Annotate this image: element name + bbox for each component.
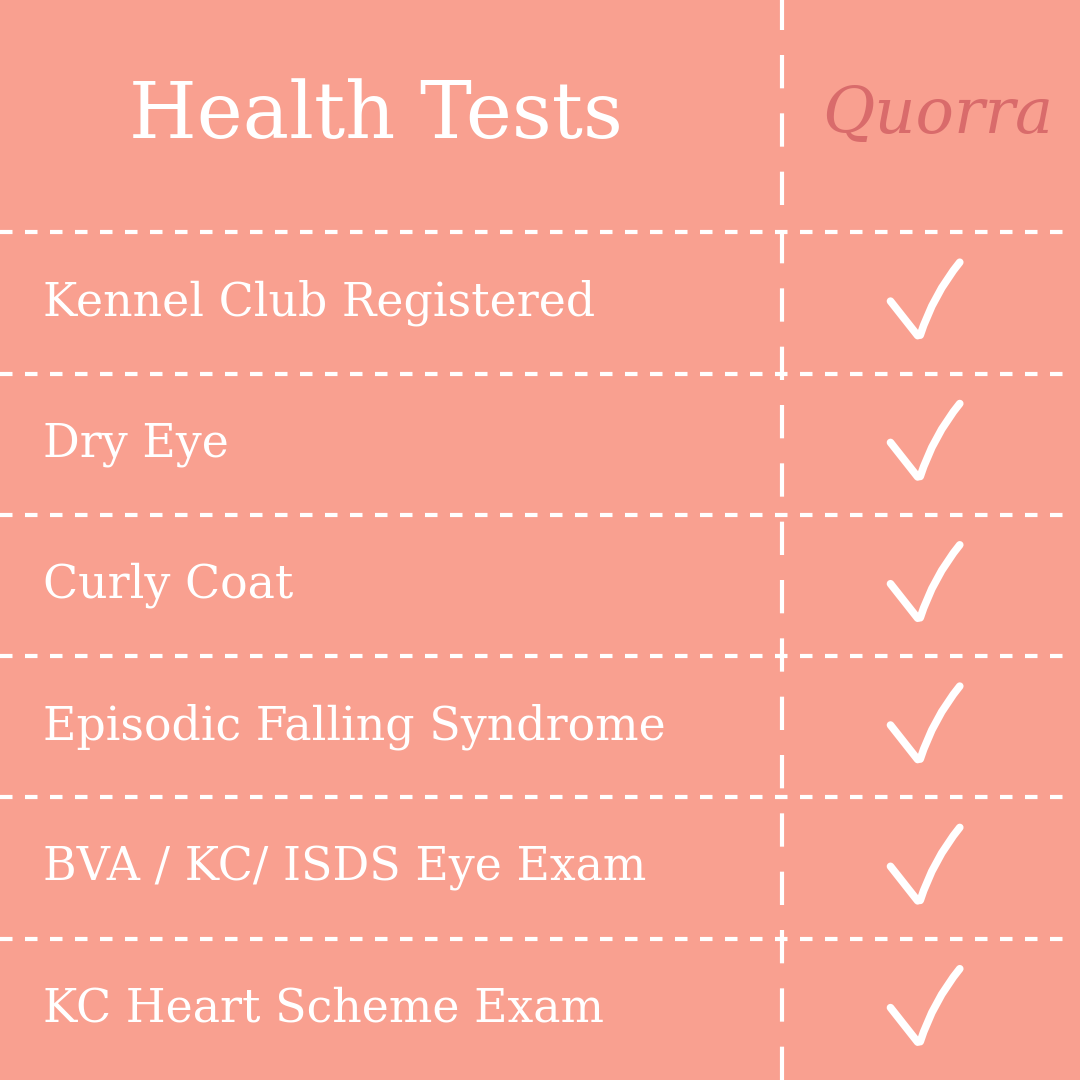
Text: KC Heart Scheme Exam: KC Heart Scheme Exam <box>42 987 604 1032</box>
Text: Dry Eye: Dry Eye <box>42 421 229 467</box>
Text: Curly Coat: Curly Coat <box>42 563 293 608</box>
Text: Episodic Falling Syndrome: Episodic Falling Syndrome <box>42 703 665 750</box>
Text: Kennel Club Registered: Kennel Club Registered <box>42 280 595 326</box>
Text: Quorra: Quorra <box>822 85 1053 147</box>
Text: BVA / KC/ ISDS Eye Exam: BVA / KC/ ISDS Eye Exam <box>42 846 646 891</box>
Text: Health Tests: Health Tests <box>129 78 622 154</box>
